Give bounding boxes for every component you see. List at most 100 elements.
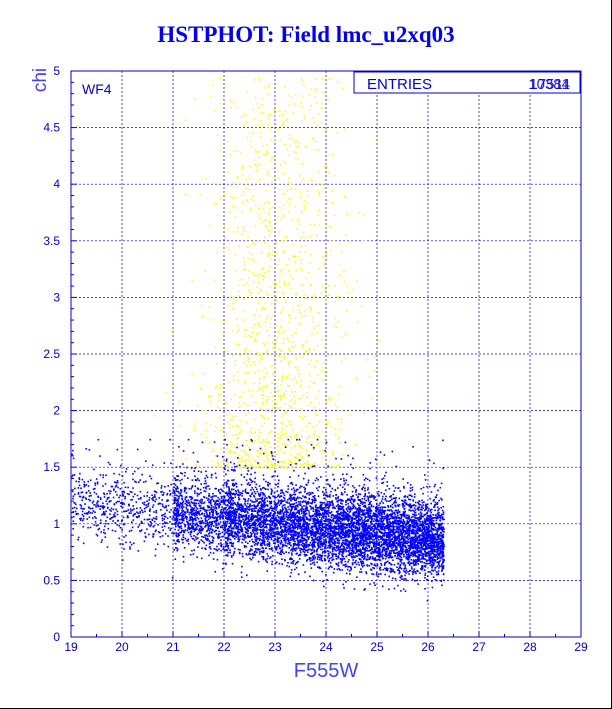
data-point [256,490,259,493]
data-point [121,490,124,493]
series-rejected-points [154,77,382,469]
data-point [94,515,96,518]
data-point [281,532,283,534]
data-point [303,537,306,540]
data-point [240,405,242,407]
data-point [337,503,339,506]
data-point [187,511,189,514]
data-point [423,529,426,532]
data-point [267,93,269,95]
data-point [309,423,311,425]
data-point [254,164,256,166]
data-point [211,508,214,511]
data-point [289,464,292,466]
data-point [284,236,287,238]
data-point [253,242,255,245]
data-point [436,494,438,496]
data-point [243,382,246,384]
data-point [295,515,298,518]
data-point [417,518,419,521]
data-point [258,453,260,456]
data-point [403,487,405,489]
data-point [252,541,254,543]
data-point [257,498,259,500]
data-point [398,539,401,541]
data-point [258,485,261,487]
data-point [377,558,379,561]
data-point [300,485,303,488]
data-point [296,140,298,142]
data-point [271,465,273,467]
data-point [179,522,182,525]
data-point [248,456,250,458]
data-point [211,541,214,544]
data-point [362,555,365,558]
data-point [305,277,307,279]
data-point [352,514,355,517]
data-point [297,524,300,526]
data-point [243,191,245,193]
data-point [345,563,347,566]
data-point [315,528,318,531]
data-point [299,524,301,526]
data-point [241,449,243,452]
data-point [286,410,288,413]
data-point [174,479,177,482]
data-point [202,502,205,505]
data-point [150,524,152,526]
data-point [309,505,311,507]
data-point [153,496,155,498]
data-point [255,466,257,468]
data-point [299,191,302,193]
data-point [291,334,293,337]
data-point [259,382,261,385]
data-point [335,466,337,468]
data-point [238,536,240,539]
data-point [226,549,228,552]
data-point [313,501,316,504]
data-point [218,463,220,465]
data-point [441,537,444,539]
data-point [301,524,304,526]
data-point [266,465,269,468]
data-point [82,517,85,520]
data-point [264,353,266,355]
data-point [132,473,134,475]
data-point [287,537,289,539]
data-point [293,261,296,263]
data-point [336,437,339,440]
data-point [103,496,106,498]
data-point [258,150,260,152]
data-point [239,520,242,523]
data-point [240,429,242,432]
data-point [439,555,441,558]
data-point [385,527,388,530]
data-point [134,493,136,495]
data-point [291,548,293,550]
data-point [317,553,319,556]
data-point [220,544,222,547]
data-point [322,513,324,516]
data-point [237,150,240,153]
data-point [410,516,413,519]
data-point [283,215,285,217]
data-point [419,553,421,556]
data-point [442,579,445,582]
data-point [268,495,270,498]
data-point [398,553,401,555]
data-point [324,554,326,557]
data-point [420,506,423,509]
data-point [400,590,402,592]
data-point [305,351,307,353]
data-point [385,543,388,546]
data-point [362,537,364,539]
data-point [324,442,326,445]
data-point [254,79,256,81]
data-point [373,498,375,500]
data-point [246,511,249,513]
data-point [248,389,250,392]
data-point [292,527,295,530]
data-point [386,545,389,547]
data-point [256,332,258,334]
data-point [424,540,426,543]
